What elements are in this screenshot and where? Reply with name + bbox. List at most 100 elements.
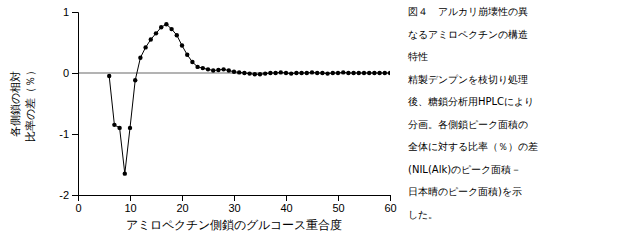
point bbox=[346, 71, 350, 75]
point bbox=[190, 60, 194, 64]
point bbox=[320, 71, 324, 75]
point bbox=[279, 70, 283, 74]
point bbox=[367, 71, 371, 75]
point bbox=[341, 70, 345, 74]
tick-mark bbox=[338, 195, 339, 201]
point bbox=[169, 27, 173, 31]
tick-label: 1 bbox=[63, 6, 69, 18]
point bbox=[123, 171, 127, 175]
point bbox=[232, 70, 236, 74]
point bbox=[216, 68, 220, 72]
point bbox=[247, 71, 251, 75]
point bbox=[149, 37, 153, 41]
point bbox=[336, 71, 340, 75]
plot: 0 10 20 30 40 50 60 -2 -1 0 1 bbox=[59, 6, 396, 214]
data-area bbox=[78, 22, 390, 176]
point bbox=[237, 70, 241, 74]
point bbox=[159, 25, 163, 29]
tick: 50 bbox=[332, 195, 344, 214]
point bbox=[175, 33, 179, 37]
y-axis-title: 各側鎖の相対 bbox=[9, 71, 22, 137]
axis-line bbox=[72, 13, 79, 196]
x-axis-title: アミロペクチン側鎖のグルコース重合度 bbox=[126, 218, 342, 232]
point bbox=[253, 72, 257, 76]
point bbox=[258, 72, 262, 76]
tick-label: 30 bbox=[228, 202, 240, 214]
tick: -2 bbox=[59, 189, 78, 201]
tick-mark bbox=[234, 195, 235, 201]
tick: 0 bbox=[75, 195, 81, 214]
chart: 0 10 20 30 40 50 60 -2 -1 0 1 アミロペクチン側鎖のグルコース重合度 各側鎖… bbox=[0, 0, 640, 237]
point bbox=[117, 126, 121, 130]
tick: -1 bbox=[59, 128, 78, 140]
point bbox=[372, 71, 376, 75]
tick-mark bbox=[286, 195, 287, 201]
point bbox=[154, 31, 158, 35]
point bbox=[128, 126, 132, 130]
point bbox=[242, 71, 246, 75]
tick: 20 bbox=[176, 195, 188, 214]
caption-line: 図４ アルカリ崩壊性の異 bbox=[408, 6, 528, 17]
point bbox=[310, 70, 314, 74]
tick: 10 bbox=[124, 195, 136, 214]
tick-label: -1 bbox=[59, 128, 69, 140]
point bbox=[227, 68, 231, 72]
x-axis: 0 10 20 30 40 50 60 bbox=[75, 195, 396, 214]
point bbox=[221, 67, 225, 71]
point bbox=[299, 71, 303, 75]
point bbox=[305, 71, 309, 75]
point bbox=[351, 71, 355, 75]
point bbox=[268, 71, 272, 75]
point bbox=[315, 71, 319, 75]
point bbox=[206, 67, 210, 71]
point bbox=[377, 71, 381, 75]
point bbox=[195, 65, 199, 69]
tick-label: 50 bbox=[332, 202, 344, 214]
caption-line: なるアミロペクチンの構造 bbox=[408, 29, 528, 40]
point bbox=[294, 71, 298, 75]
point bbox=[357, 71, 361, 75]
caption-line: 精製デンプンを枝切り処理 bbox=[408, 74, 528, 85]
point bbox=[284, 71, 288, 75]
line bbox=[109, 24, 390, 173]
point bbox=[331, 71, 335, 75]
tick-mark bbox=[130, 195, 131, 201]
tick-label: 0 bbox=[63, 67, 69, 79]
tick: 0 bbox=[63, 67, 78, 79]
tick-label: 0 bbox=[75, 202, 81, 214]
point bbox=[133, 78, 137, 82]
tick-label: -2 bbox=[59, 189, 69, 201]
caption-line: 特性 bbox=[408, 51, 428, 62]
tick-mark bbox=[182, 195, 183, 201]
point bbox=[143, 45, 147, 49]
tick-label: 10 bbox=[124, 202, 136, 214]
tick-mark bbox=[72, 195, 78, 196]
point bbox=[273, 71, 277, 75]
y-axis-title: 比率の差（％） bbox=[24, 65, 37, 142]
point bbox=[325, 71, 329, 75]
tick-mark bbox=[72, 134, 78, 135]
point bbox=[138, 56, 142, 60]
caption-line: (NIL(Alk)のピーク面積－ bbox=[408, 164, 521, 175]
caption-line: 分画。各側鎖ピーク面積の bbox=[408, 119, 528, 130]
tick: 30 bbox=[228, 195, 240, 214]
tick: 40 bbox=[280, 195, 292, 214]
caption-line: 全体に対する比率（％）の差 bbox=[408, 141, 538, 152]
point bbox=[289, 71, 293, 75]
caption-line: 後、糖鎖分析用HPLCにより bbox=[408, 96, 534, 107]
point bbox=[180, 43, 184, 47]
tick: 60 bbox=[384, 195, 396, 214]
point bbox=[112, 123, 116, 127]
point bbox=[164, 22, 168, 26]
tick: 1 bbox=[63, 6, 78, 18]
tick-label: 40 bbox=[280, 202, 292, 214]
point bbox=[383, 71, 387, 75]
point bbox=[201, 66, 205, 70]
caption-line: 日本晴のピーク面積)を示 bbox=[408, 186, 522, 197]
point bbox=[263, 71, 267, 75]
point bbox=[185, 53, 189, 57]
point bbox=[211, 68, 215, 72]
tick-mark bbox=[72, 12, 78, 13]
tick-mark bbox=[72, 73, 78, 74]
point bbox=[362, 71, 366, 75]
